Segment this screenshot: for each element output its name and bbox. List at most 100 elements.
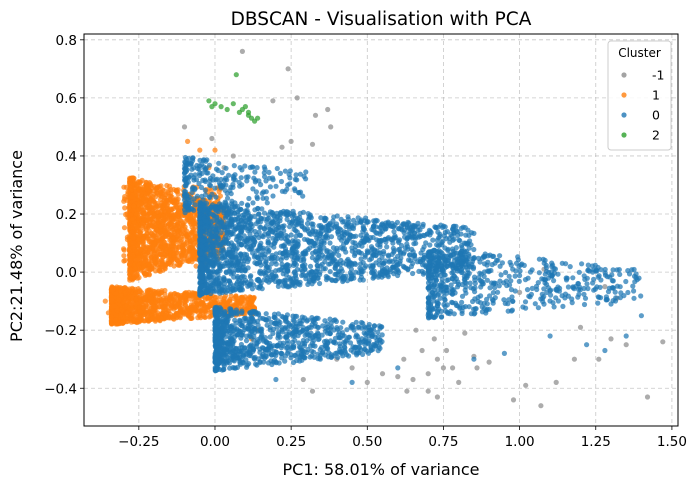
data-point (111, 303, 117, 309)
data-point (278, 257, 284, 263)
data-point (328, 234, 335, 240)
data-point (202, 314, 208, 320)
data-point (294, 241, 300, 247)
data-point (252, 260, 258, 266)
data-point (221, 236, 227, 242)
data-point (373, 217, 379, 223)
data-point (324, 249, 330, 255)
data-point (252, 252, 258, 259)
data-point (451, 236, 457, 242)
data-point (392, 222, 398, 228)
data-point (265, 267, 271, 273)
data-point (182, 224, 188, 230)
data-point (105, 310, 111, 316)
data-point (602, 284, 608, 290)
data-point (229, 253, 235, 259)
data-point (262, 254, 268, 260)
data-point (384, 244, 390, 250)
data-point (238, 241, 244, 248)
data-point (364, 379, 370, 385)
data-point (329, 258, 335, 264)
data-point (357, 277, 363, 283)
data-point (180, 241, 186, 247)
data-point (385, 253, 392, 259)
data-point (121, 258, 127, 264)
data-point (235, 273, 241, 280)
data-point (290, 244, 296, 250)
data-point (289, 282, 295, 288)
data-point (419, 347, 425, 354)
data-point (267, 209, 273, 215)
data-point (145, 261, 151, 267)
data-point (191, 212, 198, 218)
data-point (162, 239, 168, 246)
data-point (159, 288, 165, 294)
data-point (230, 285, 236, 291)
data-point (212, 299, 219, 306)
data-point (142, 205, 148, 211)
data-point (122, 194, 128, 200)
data-point (328, 124, 334, 130)
data-point (167, 193, 173, 199)
data-point (265, 238, 271, 244)
data-point (299, 268, 306, 274)
data-point (371, 274, 377, 280)
data-point (151, 241, 157, 247)
data-point (140, 196, 146, 202)
data-point (263, 223, 269, 229)
data-point (228, 269, 234, 275)
data-point (202, 262, 209, 268)
data-point (186, 258, 192, 264)
data-point (242, 208, 248, 214)
data-point (355, 215, 361, 221)
data-point (420, 221, 426, 227)
data-point (324, 275, 330, 281)
data-point (394, 259, 400, 265)
data-point (163, 247, 169, 253)
data-point (359, 243, 365, 249)
data-point (155, 257, 161, 264)
data-point (132, 247, 138, 253)
data-point (102, 298, 108, 304)
data-point (137, 289, 143, 295)
data-point (212, 253, 218, 259)
data-point (469, 230, 475, 236)
data-point (427, 242, 433, 248)
data-point (338, 257, 344, 263)
data-point (305, 272, 311, 278)
data-point (182, 230, 188, 236)
data-point (157, 252, 164, 258)
data-point (134, 182, 140, 188)
data-point (137, 294, 143, 300)
data-point (141, 244, 147, 250)
data-point (236, 258, 242, 264)
data-point (121, 246, 127, 252)
data-point (577, 324, 584, 330)
data-point (134, 256, 140, 263)
data-point (463, 262, 469, 268)
data-point (128, 176, 134, 182)
data-point (112, 317, 119, 323)
data-point (212, 278, 218, 284)
data-point (173, 292, 180, 298)
data-point (242, 267, 248, 273)
data-point (218, 230, 224, 236)
data-point (151, 188, 157, 194)
data-point (345, 214, 351, 220)
data-point (368, 255, 375, 262)
data-point (309, 141, 316, 147)
data-point (242, 214, 249, 220)
data-point (443, 236, 449, 242)
data-point (238, 287, 244, 293)
data-point (339, 268, 345, 274)
data-point (395, 272, 401, 279)
data-point (415, 224, 422, 230)
data-point (462, 330, 468, 336)
data-point (203, 288, 209, 294)
data-point (340, 246, 346, 252)
data-point (198, 308, 204, 315)
data-point (214, 217, 220, 223)
data-point (140, 211, 146, 217)
data-point (282, 358, 288, 364)
data-point (427, 228, 433, 234)
